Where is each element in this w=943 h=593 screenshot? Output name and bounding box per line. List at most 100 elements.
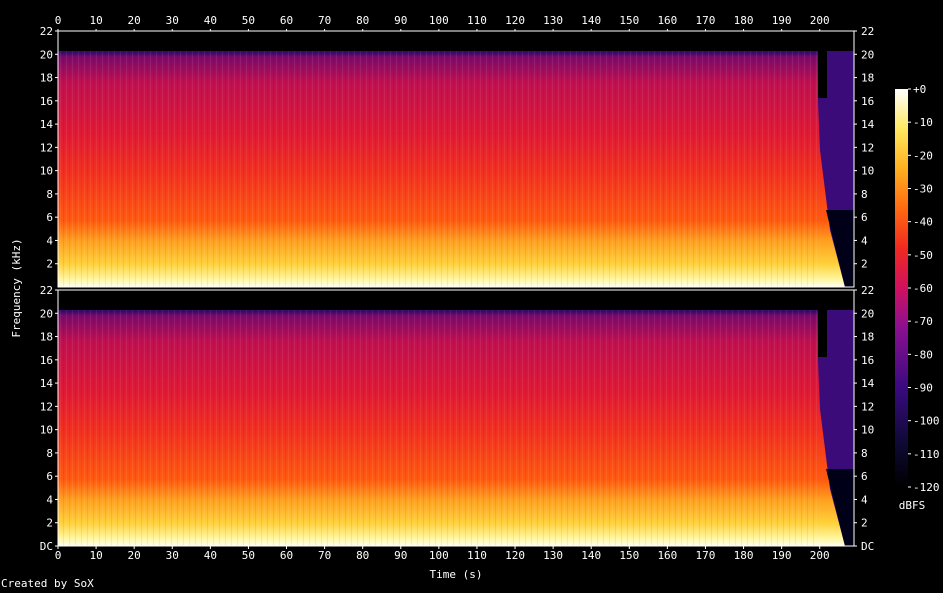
colorbar-tick-label: -10: [913, 116, 933, 129]
y-tick-label-top-left: 10: [40, 165, 53, 178]
x-tick-label-top: 130: [543, 14, 563, 27]
x-axis-top: 0 10 20 30 40 50 60 70 80 90 100 110 120 130 140 150 160…: [55, 14, 830, 31]
y-axis-top-left: 2 4 6 8 10 12 14 16 18 20 22: [40, 25, 58, 271]
x-tick-label-bottom: 30: [166, 549, 179, 562]
y-tick-label-bottom-left: 10: [40, 424, 53, 437]
y-tick-label-top-left: 6: [46, 211, 53, 224]
x-tick-label-bottom: 50: [242, 549, 255, 562]
colorbar-tick-label: -120: [913, 481, 940, 494]
colorbar-tick-label: -20: [913, 149, 933, 162]
y-tick-label-top-right: 22: [861, 25, 874, 38]
top-cutoff-drop: [818, 51, 827, 98]
colorbar-ticks: +0 -10 -20 -30 -40 -50 -60 -70 -80 -90 -100 -110 -12…: [908, 83, 940, 494]
y-tick-label-top-right: 2: [861, 258, 868, 271]
top-above-cutoff-band: [58, 31, 854, 51]
colorbar-label: dBFS: [899, 499, 926, 512]
y-tick-label-top-left: 16: [40, 95, 53, 108]
y-tick-label-bottom-right: 4: [861, 493, 868, 506]
y-tick-label-top-right: 4: [861, 234, 868, 247]
y-tick-label-top-right: 6: [861, 211, 868, 224]
x-tick-label-bottom: 100: [429, 549, 449, 562]
y-axis-bottom-right: DC 2 4 6 8 10 12 14 16 18 20 22: [854, 284, 875, 553]
y-tick-label-bottom-right: 8: [861, 447, 868, 460]
x-tick-label-top: 40: [204, 14, 217, 27]
colorbar-tick-label: -40: [913, 216, 933, 229]
x-tick-label-bottom: 180: [734, 549, 754, 562]
y-tick-label-top-left: 18: [40, 72, 53, 85]
x-tick-label-bottom: 60: [280, 549, 293, 562]
x-tick-label-bottom: 110: [467, 549, 487, 562]
y-tick-label-top-left: 20: [40, 48, 53, 61]
x-tick-label-bottom: 190: [772, 549, 792, 562]
x-tick-label-top: 60: [280, 14, 293, 27]
y-axis-bottom-left: DC 2 4 6 8 10 12 14 16 18 20 22: [40, 284, 58, 553]
x-tick-label-bottom: 170: [696, 549, 716, 562]
y-axis-label: Frequency (kHz): [10, 238, 23, 337]
x-tick-label-top: 170: [696, 14, 716, 27]
y-tick-label-bottom-right: 22: [861, 284, 874, 297]
y-tick-label-top-right: 8: [861, 188, 868, 201]
x-tick-label-top: 100: [429, 14, 449, 27]
y-tick-label-bottom-left: 18: [40, 331, 53, 344]
y-tick-label-top-left: 22: [40, 25, 53, 38]
y-tick-label-bottom-left: DC: [40, 540, 53, 553]
x-tick-label-top: 80: [356, 14, 369, 27]
x-tick-label-top: 70: [318, 14, 331, 27]
x-tick-label-bottom: 90: [394, 549, 407, 562]
x-tick-label-top: 90: [394, 14, 407, 27]
x-tick-label-top: 140: [581, 14, 601, 27]
x-tick-label-top: 20: [128, 14, 141, 27]
bottom-panel-frame: [57, 289, 855, 547]
y-tick-label-top-right: 20: [861, 48, 874, 61]
x-tick-label-bottom: 10: [89, 549, 102, 562]
x-tick-label-top: 190: [772, 14, 792, 27]
colorbar-tick-label: -100: [913, 415, 940, 428]
y-tick-label-bottom-right: 20: [861, 307, 874, 320]
x-tick-label-top: 50: [242, 14, 255, 27]
x-tick-label-top: 10: [89, 14, 102, 27]
y-tick-label-bottom-left: 8: [46, 447, 53, 460]
bottom-cutoff-drop: [818, 310, 827, 357]
x-tick-label-top: 0: [55, 14, 62, 27]
y-tick-label-bottom-left: 14: [40, 377, 54, 390]
x-axis-bottom: 0 10 20 30 40 50 60 70 80 90 100 110 120 130 140 150 160…: [55, 546, 830, 562]
y-tick-label-bottom-right: 14: [861, 377, 875, 390]
colorbar-tick-label: +0: [913, 83, 926, 96]
x-tick-label-bottom: 150: [619, 549, 639, 562]
y-tick-label-bottom-left: 12: [40, 400, 53, 413]
y-tick-label-bottom-left: 16: [40, 354, 53, 367]
x-tick-label-top: 120: [505, 14, 525, 27]
x-tick-label-bottom: 0: [55, 549, 62, 562]
top-silence-region: [826, 210, 854, 287]
x-tick-label-bottom: 200: [810, 549, 830, 562]
x-tick-label-bottom: 20: [128, 549, 141, 562]
x-tick-label-top: 180: [734, 14, 754, 27]
y-tick-label-bottom-right: 6: [861, 470, 868, 483]
y-tick-label-top-right: 12: [861, 141, 874, 154]
y-tick-label-bottom-right: 16: [861, 354, 874, 367]
y-tick-label-top-left: 4: [46, 234, 53, 247]
top-panel-frame: [57, 30, 855, 288]
x-tick-label-top: 160: [657, 14, 677, 27]
y-tick-label-bottom-right: 12: [861, 400, 874, 413]
y-tick-label-bottom-right: 2: [861, 517, 868, 530]
bottom-channel-panel: [58, 290, 854, 546]
x-tick-label-bottom: 130: [543, 549, 563, 562]
bottom-spectrogram-texture: [58, 310, 818, 546]
x-tick-label-top: 200: [810, 14, 830, 27]
y-tick-label-top-right: 18: [861, 72, 874, 85]
colorbar-gradient: [895, 89, 908, 487]
x-tick-label-bottom: 70: [318, 549, 331, 562]
colorbar-tick-label: -80: [913, 348, 933, 361]
y-tick-label-bottom-right: 10: [861, 424, 874, 437]
top-channel-panel: [58, 31, 854, 287]
y-tick-label-top-right: 16: [861, 95, 874, 108]
colorbar: +0 -10 -20 -30 -40 -50 -60 -70 -80 -90 -100 -110 -12…: [895, 83, 940, 512]
colorbar-tick-label: -70: [913, 315, 933, 328]
y-tick-label-bottom-left: 6: [46, 470, 53, 483]
y-tick-label-bottom-left: 4: [46, 493, 53, 506]
x-tick-label-top: 110: [467, 14, 487, 27]
colorbar-tick-label: -110: [913, 448, 940, 461]
colorbar-tick-label: -60: [913, 282, 933, 295]
